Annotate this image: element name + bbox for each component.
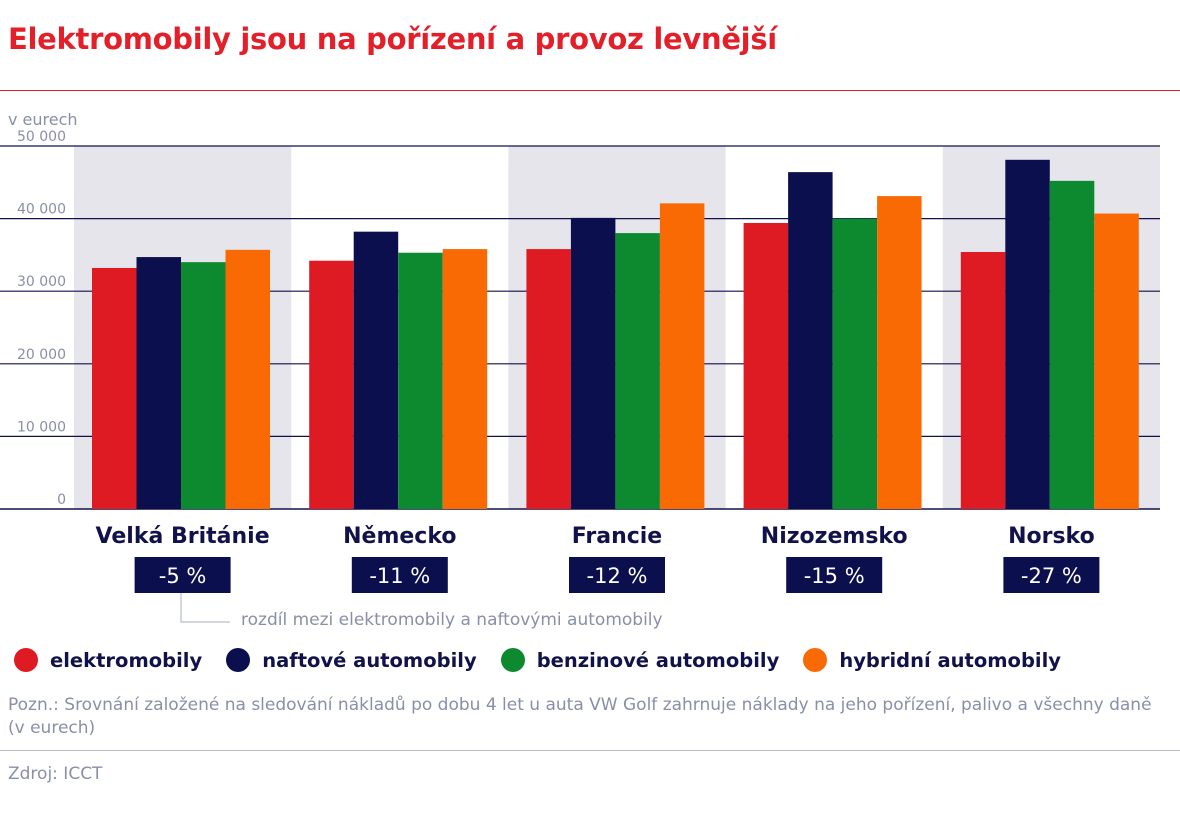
difference-badge <box>1003 557 1100 593</box>
bar-3-2 <box>398 252 443 510</box>
legend-item: elektromobily <box>14 648 202 672</box>
difference-badge <box>134 557 231 593</box>
difference-badges: -5 % -11 % -12 % -15 % -27 % <box>134 557 1100 593</box>
y-axis-unit-label: v eurech <box>8 110 78 129</box>
legend-item: hybridní automobily <box>803 648 1061 672</box>
bar-3-4 <box>832 218 878 509</box>
bar-1-5 <box>960 251 1006 509</box>
y-tick-label: 40 000 <box>17 202 66 218</box>
legend-label: hybridní automobily <box>839 648 1061 672</box>
bar-3-5 <box>1049 180 1095 509</box>
chart-title: Elektromobily jsou na pořízení a provoz … <box>8 22 777 56</box>
difference-badge <box>351 557 448 593</box>
y-tick-label: 20 000 <box>17 347 66 363</box>
bar-1-4 <box>743 222 789 509</box>
y-axis-ticks: 0 10 000 20 000 30 000 40 000 50 000 <box>17 129 66 508</box>
country-label: Francie <box>572 524 662 549</box>
legend-dot-icon <box>14 648 38 672</box>
legend-dot-icon <box>803 648 828 672</box>
difference-value: -12 % <box>587 564 648 588</box>
bar-2-3 <box>570 217 616 509</box>
country-labels: Velká Británie Německo Francie Nizozemsko No… <box>96 524 1095 549</box>
bar-3-1 <box>181 262 226 509</box>
country-label: Norsko <box>1008 524 1095 549</box>
bar-4-1 <box>225 249 270 509</box>
bar-2-5 <box>1005 159 1050 509</box>
legend: elektromobily naftové automobily benzinové… <box>14 648 1180 672</box>
legend-item: naftové automobily <box>226 648 477 672</box>
legend-dot-icon <box>226 648 251 672</box>
legend-label: elektromobily <box>50 648 203 672</box>
footnote-divider <box>0 750 1180 751</box>
bar-2-4 <box>788 172 833 510</box>
difference-note: rozdíl mezi elektromobily a naftovými au… <box>241 610 663 630</box>
bar-2-1 <box>136 257 181 509</box>
country-label: Nizozemsko <box>761 524 908 549</box>
difference-value: -15 % <box>804 564 865 588</box>
bar-4-3 <box>659 203 705 509</box>
difference-badge <box>786 557 883 593</box>
bar-4-4 <box>877 196 922 509</box>
bar-chart: 0 10 000 20 000 30 000 40 000 50 000 Velká Br… <box>0 129 1160 630</box>
y-tick-label: 30 000 <box>17 274 66 290</box>
footnote: Pozn.: Srovnání založené na sledování ná… <box>8 695 1152 738</box>
difference-value: -11 % <box>369 564 430 588</box>
y-tick-label: 0 <box>57 492 66 508</box>
difference-badge <box>569 557 665 593</box>
country-label: Velká Británie <box>96 524 270 549</box>
source: Zdroj: ICCT <box>8 764 103 784</box>
legend-label: naftové automobily <box>262 648 477 672</box>
y-tick-label: 10 000 <box>17 419 66 435</box>
country-label: Německo <box>343 524 456 549</box>
y-tick-label: 50 000 <box>17 129 66 145</box>
bar-4-2 <box>442 249 488 510</box>
bar-1-2 <box>309 260 354 509</box>
bar-1-3 <box>526 249 571 510</box>
legend-label: benzinové automobily <box>536 648 780 672</box>
bar-4-5 <box>1094 213 1139 509</box>
bars <box>92 159 1139 510</box>
title-divider <box>0 90 1180 91</box>
bar-3-3 <box>615 233 660 509</box>
difference-note-connector: rozdíl mezi elektromobily a naftovými au… <box>180 593 663 630</box>
legend-item: benzinové automobily <box>500 648 780 672</box>
bar-2-2 <box>353 231 399 509</box>
bar-1-1 <box>92 267 137 509</box>
difference-value: -27 % <box>1021 564 1082 588</box>
difference-connector-line <box>180 593 230 623</box>
legend-dot-icon <box>500 648 525 672</box>
difference-value: -5 % <box>159 564 207 588</box>
